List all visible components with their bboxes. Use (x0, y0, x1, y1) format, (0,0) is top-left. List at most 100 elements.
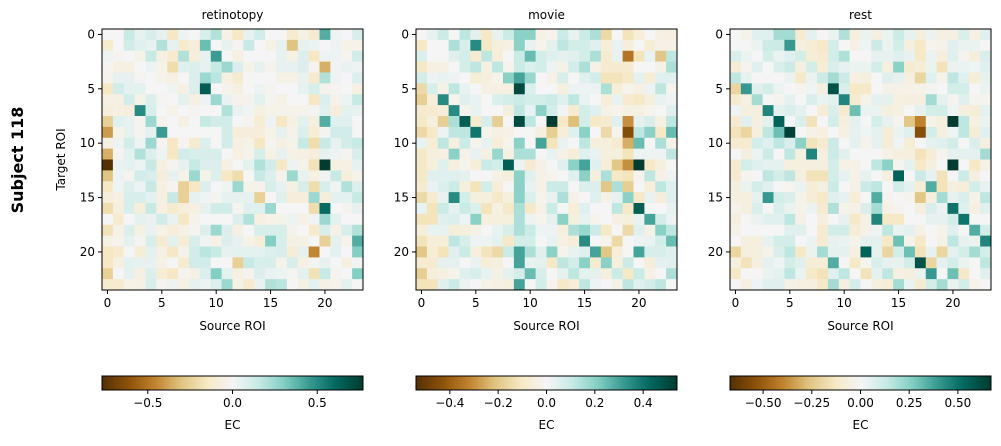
colorbar-segment (481, 376, 484, 390)
heatmap-cell (112, 257, 125, 269)
heatmap-cell (730, 203, 742, 215)
heatmap-cell (751, 116, 763, 128)
heatmap-cell (730, 268, 742, 280)
heatmap-cell (178, 268, 190, 280)
colorbar-segment (496, 376, 500, 390)
heatmap-cell (199, 246, 212, 258)
colorbar-segment (509, 376, 513, 390)
heatmap-cell (199, 83, 212, 95)
heatmap-cell (849, 137, 861, 149)
heatmap-cell (276, 181, 288, 193)
heatmap-cell (265, 279, 277, 291)
heatmap-cell (286, 224, 299, 236)
heatmap-cell (319, 203, 331, 215)
heatmap-cell (102, 213, 114, 226)
heatmap-cell (751, 246, 763, 258)
heatmap-cell (503, 213, 515, 226)
colorbar-segment (184, 376, 188, 390)
heatmap-cell (611, 126, 623, 139)
heatmap-cell (849, 213, 861, 226)
colorbar-segment (988, 376, 992, 390)
heatmap-cell (611, 181, 623, 193)
heatmap-cell (232, 159, 244, 171)
heatmap-cell (286, 50, 299, 62)
colorbar-segment (640, 376, 643, 390)
heatmap-cell (199, 268, 212, 280)
heatmap-cell (243, 181, 255, 193)
heatmap-cell (958, 268, 970, 280)
heatmap-cell (341, 192, 353, 204)
colorbar-segment (613, 376, 617, 390)
heatmap-cell (925, 181, 937, 193)
y-tick-label: 15 (708, 191, 723, 205)
colorbar-segment (897, 376, 901, 390)
heatmap-cell (557, 116, 569, 128)
heatmap-cell (784, 192, 796, 204)
x-axis-label: Source ROI (199, 319, 265, 333)
heatmap-cell (980, 83, 992, 95)
heatmap-cell (276, 72, 288, 84)
heatmap-cell (980, 279, 992, 291)
heatmap-cell (827, 279, 840, 291)
heatmap-cell (914, 61, 927, 73)
colorbar-segment (912, 376, 916, 390)
colorbar-segment (317, 376, 320, 390)
heatmap-cell (297, 235, 309, 247)
heatmap-cell (947, 126, 959, 139)
heatmap-cell (481, 170, 493, 182)
heatmap-cell (221, 257, 233, 269)
colorbar-segment (215, 376, 218, 390)
heatmap-cell (762, 170, 774, 182)
heatmap-cell (904, 213, 916, 226)
colorbar-segment (817, 376, 820, 390)
heatmap-cell (600, 29, 613, 41)
colorbar-segment (360, 376, 364, 390)
y-tick-label: 10 (394, 136, 409, 150)
heatmap-cell (557, 29, 569, 41)
heatmap-cell (806, 50, 818, 62)
heatmap-cell (980, 257, 992, 269)
heatmap-cell (265, 83, 277, 95)
colorbar-segment (191, 376, 194, 390)
heatmap-cell (773, 148, 785, 160)
heatmap-cell (969, 72, 981, 84)
heatmap-cell (232, 224, 244, 236)
heatmap-cell (655, 72, 667, 84)
heatmap-cell (492, 72, 504, 84)
colorbar-segment (592, 376, 595, 390)
heatmap-cell (112, 192, 125, 204)
colorbar-segment (940, 376, 944, 390)
heatmap-cell (102, 159, 114, 171)
x-tick-label: 20 (317, 296, 332, 310)
heatmap-cell (145, 213, 157, 226)
axes-frame (101, 28, 364, 291)
heatmap-cell (352, 268, 364, 280)
heatmap-cell (492, 83, 504, 95)
heatmap-cell (546, 72, 558, 84)
heatmap-cell (265, 137, 277, 149)
heatmap-cell (524, 235, 536, 247)
heatmap-cell (751, 224, 763, 236)
heatmap-cell (123, 94, 135, 106)
heatmap-cell (448, 61, 460, 73)
colorbar-segment (808, 376, 811, 390)
heatmap-cell (579, 192, 591, 204)
heatmap-cell (871, 203, 883, 215)
heatmap-cell (773, 105, 785, 117)
heatmap-cell (579, 83, 591, 95)
heatmap-cell (751, 94, 763, 106)
heatmap-cell (437, 72, 449, 84)
heatmap-cell (341, 50, 353, 62)
heatmap-cell (470, 235, 482, 247)
heatmap-cell (904, 148, 916, 160)
heatmap-cell (524, 148, 536, 160)
heatmap-cell (221, 29, 233, 41)
heatmap-cell (352, 50, 364, 62)
colorbar-segment (827, 376, 831, 390)
heatmap-cell (319, 94, 331, 106)
heatmap-cell (655, 224, 667, 236)
heatmap-cell (199, 213, 212, 226)
x-tick-label: 5 (472, 296, 480, 310)
heatmap-cell (795, 246, 807, 258)
